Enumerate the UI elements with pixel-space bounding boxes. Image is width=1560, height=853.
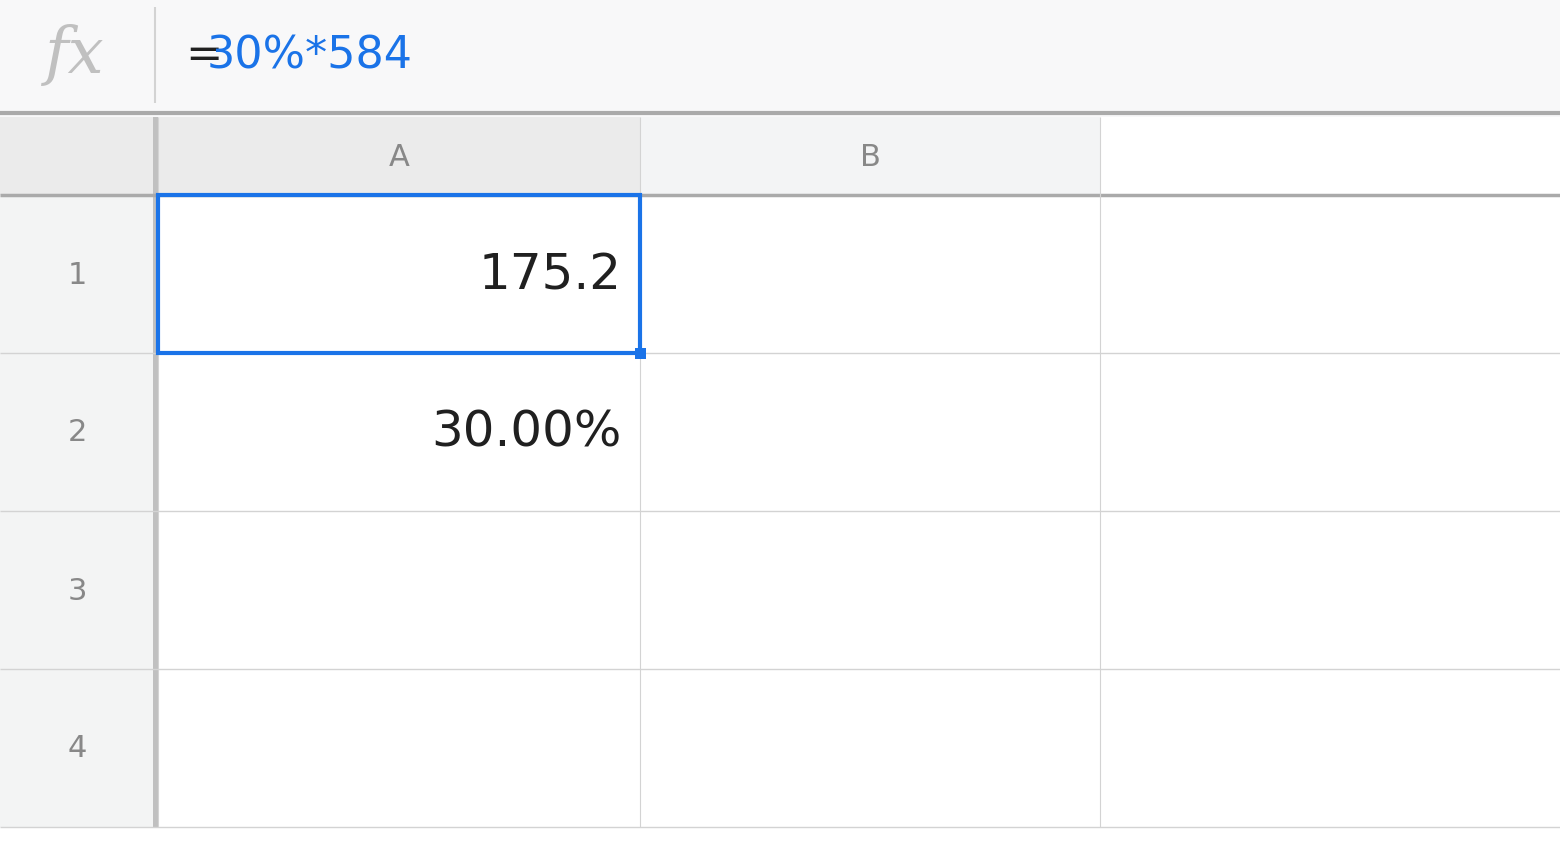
Bar bbox=[0, 0, 1560, 118]
Bar bbox=[158, 670, 640, 827]
Text: A: A bbox=[388, 142, 409, 171]
Bar bbox=[640, 512, 1100, 670]
Bar bbox=[0, 512, 153, 670]
Text: 4: 4 bbox=[67, 734, 87, 763]
Text: =: = bbox=[186, 34, 223, 78]
Bar bbox=[640, 670, 1100, 827]
Bar bbox=[0, 196, 153, 354]
Text: B: B bbox=[860, 142, 880, 171]
Bar bbox=[158, 196, 640, 354]
Bar bbox=[0, 354, 153, 512]
Text: 2: 2 bbox=[67, 418, 87, 447]
Bar bbox=[158, 354, 640, 512]
Bar bbox=[153, 118, 158, 827]
Text: 30%*584: 30%*584 bbox=[207, 34, 413, 78]
Text: 30.00%: 30.00% bbox=[432, 409, 622, 456]
Text: fx: fx bbox=[45, 25, 105, 87]
Bar bbox=[640, 196, 1100, 354]
Text: 1: 1 bbox=[67, 260, 87, 289]
Bar bbox=[158, 512, 640, 670]
Bar bbox=[158, 196, 640, 354]
Bar bbox=[158, 118, 640, 196]
Bar bbox=[640, 354, 1100, 512]
Bar bbox=[635, 348, 646, 359]
Text: 3: 3 bbox=[67, 576, 87, 605]
Text: 175.2: 175.2 bbox=[479, 251, 622, 299]
Bar bbox=[0, 118, 154, 196]
Bar bbox=[640, 118, 1100, 196]
Bar bbox=[0, 670, 153, 827]
